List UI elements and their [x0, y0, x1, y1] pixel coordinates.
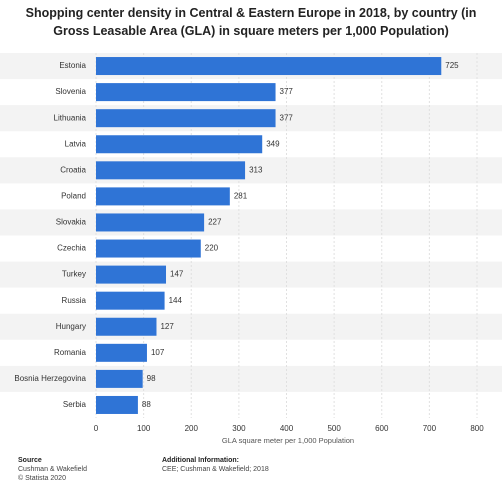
x-tick-label: 400: [280, 424, 294, 433]
y-tick-label: Slovakia: [56, 218, 87, 227]
y-tick-label: Turkey: [62, 270, 86, 279]
source-label: Source: [18, 457, 42, 464]
y-tick-label: Croatia: [60, 165, 86, 174]
bar: [96, 265, 167, 284]
y-tick-label: Russia: [62, 296, 87, 305]
row-stripe: [0, 313, 502, 340]
y-tick-label: Serbia: [63, 400, 87, 409]
y-tick-label: Estonia: [59, 61, 86, 70]
value-label: 281: [234, 192, 248, 201]
x-tick-label: 800: [470, 424, 484, 433]
bar: [96, 161, 246, 180]
value-label: 107: [151, 348, 165, 357]
x-tick-label: 0: [94, 424, 99, 433]
value-label: 377: [280, 113, 294, 122]
x-tick-label: 100: [137, 424, 151, 433]
bar: [96, 187, 230, 206]
y-tick-label: Hungary: [56, 322, 86, 331]
value-label: 725: [445, 61, 459, 70]
y-tick-label: Bosnia Herzegovina: [14, 374, 86, 383]
row-stripe: [0, 365, 502, 392]
y-tick-label: Czechia: [57, 244, 86, 253]
y-tick-label: Lithuania: [54, 113, 87, 122]
x-tick-label: 200: [185, 424, 199, 433]
bar: [96, 317, 157, 336]
row-stripe: [0, 209, 502, 236]
x-tick-label: 500: [327, 424, 341, 433]
value-label: 227: [208, 218, 222, 227]
value-label: 144: [169, 296, 183, 305]
row-stripe: [0, 261, 502, 288]
value-label: 98: [147, 374, 156, 383]
x-tick-label: 600: [375, 424, 389, 433]
x-tick-label: 300: [232, 424, 246, 433]
bar: [96, 291, 165, 310]
bar: [96, 83, 276, 102]
value-label: 349: [266, 139, 280, 148]
y-tick-label: Poland: [61, 192, 86, 201]
bar: [96, 57, 442, 76]
value-label: 147: [170, 270, 184, 279]
x-tick-label: 700: [423, 424, 437, 433]
value-label: 127: [160, 322, 174, 331]
y-tick-label: Latvia: [65, 139, 87, 148]
row-stripe: [0, 157, 502, 184]
bar: [96, 239, 201, 258]
bar: [96, 213, 205, 232]
bar: [96, 343, 147, 362]
x-axis-title: GLA square meter per 1,000 Population: [222, 436, 354, 445]
copyright: © Statista 2020: [18, 474, 66, 482]
bar: [96, 109, 276, 128]
value-label: 220: [205, 244, 219, 253]
y-tick-label: Romania: [54, 348, 87, 357]
bar: [96, 395, 138, 414]
bar: [96, 369, 143, 388]
value-label: 313: [249, 165, 263, 174]
value-label: 377: [280, 87, 294, 96]
chart-title: Shopping center density in Central & Eas…: [25, 6, 477, 38]
source: Cushman & Wakefield: [18, 466, 87, 473]
additional-label: Additional Information:: [162, 457, 239, 464]
bar: [96, 135, 263, 154]
y-tick-label: Slovenia: [55, 87, 86, 96]
additional-info: CEE; Cushman & Wakefield; 2018: [162, 466, 269, 473]
value-label: 88: [142, 400, 151, 409]
